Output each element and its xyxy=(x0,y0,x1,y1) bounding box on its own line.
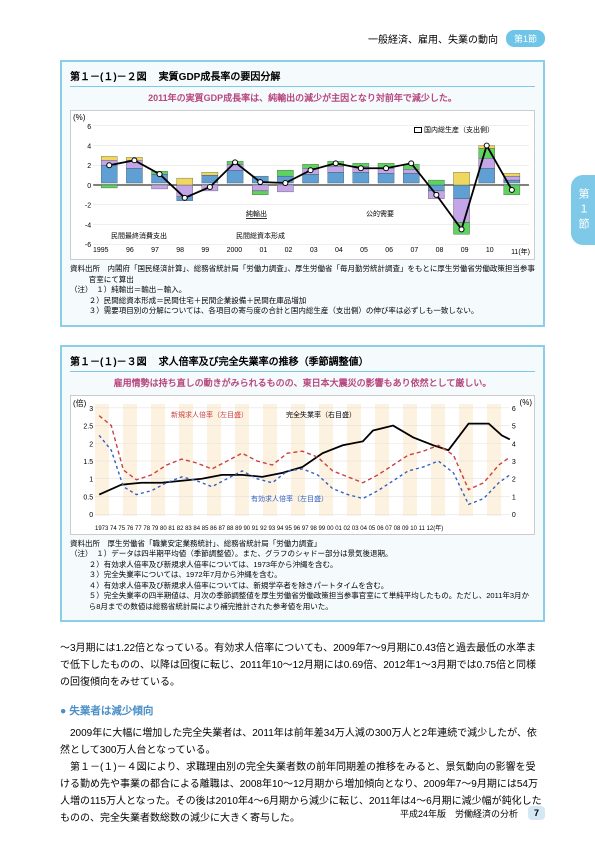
fig2-number: 第１－(１)－３図 xyxy=(70,353,147,368)
fig2-xrange: 1973 74 75 76 77 78 79 80 81 82 83 84 85… xyxy=(95,523,510,532)
figure-2-box: 第１－(１)－３図 求人倍率及び完全失業率の推移（季節調整値） 雇用情勢は持ち直… xyxy=(60,345,545,623)
page-number: 7 xyxy=(528,806,545,820)
fig1-xlabels: 19959697989920000102030405060708091011(年… xyxy=(93,247,530,257)
svg-text:3: 3 xyxy=(512,459,516,466)
leg-gdp: 国内総生産（支出側） xyxy=(424,125,494,135)
svg-text:2: 2 xyxy=(89,441,93,448)
svg-text:5: 5 xyxy=(512,423,516,430)
fig1-title: 実質GDP成長率の要因分解 xyxy=(159,68,281,83)
svg-text:0: 0 xyxy=(89,512,93,519)
side-tab: 第１節 xyxy=(571,175,595,245)
svg-text:4: 4 xyxy=(87,144,91,151)
svg-text:0.5: 0.5 xyxy=(83,494,93,501)
leg-new: 新規求人倍率（左目盛） xyxy=(171,410,248,420)
para-2: 2009年に大幅に増加した完全失業者は、2011年は前年差34万人減の300万人… xyxy=(60,725,545,759)
fig1-subtitle: 2011年の実質GDP成長率は、純輸出の減少が主因となり対前年で減少した。 xyxy=(70,91,535,104)
svg-text:-4: -4 xyxy=(85,222,91,229)
body-text: ～3月期には1.22倍となっている。有効求人倍率についても、2009年7～9月期… xyxy=(60,640,545,827)
svg-text:4: 4 xyxy=(512,441,516,448)
header-text: 一般経済、雇用、失業の動向 xyxy=(368,31,498,46)
fig2-subtitle: 雇用情勢は持ち直しの動きがみられるものの、東日本大震災の影響もあり依然として厳し… xyxy=(70,376,535,389)
leg-netexp: 純輸出 xyxy=(246,209,267,219)
svg-text:1: 1 xyxy=(512,494,516,501)
svg-text:-6: -6 xyxy=(85,242,91,249)
svg-text:0: 0 xyxy=(512,512,516,519)
leg-eff: 有効求人倍率（左目盛） xyxy=(251,494,328,504)
section-heading: 失業者は減少傾向 xyxy=(60,703,545,721)
fig2-notes: 資料出所 厚生労働省「職業安定業務統計」、総務省統計局「労働力調査」 （注） １… xyxy=(70,539,535,613)
svg-text:6: 6 xyxy=(87,124,91,131)
figure-1-box: 第１－(１)－２図 実質GDP成長率の要因分解 2011年の実質GDP成長率は、… xyxy=(60,60,545,327)
chapter-badge: 第1節 xyxy=(506,30,545,47)
svg-text:6: 6 xyxy=(512,405,516,412)
svg-text:3: 3 xyxy=(89,405,93,412)
fig1-number: 第１－(１)－２図 xyxy=(70,68,147,83)
fig2-chart: (倍) (%) 32.52 1.510.50 654 3210 xyxy=(70,395,535,535)
svg-text:2.5: 2.5 xyxy=(83,423,93,430)
leg-unemp: 完全失業率（右目盛） xyxy=(286,410,356,420)
leg-cap: 民間総資本形成 xyxy=(236,231,285,241)
svg-text:2: 2 xyxy=(87,163,91,170)
para-1: ～3月期には1.22倍となっている。有効求人倍率についても、2009年7～9月期… xyxy=(60,640,545,691)
leg-pub: 公的需要 xyxy=(366,209,394,219)
fig2-title: 求人倍率及び完全失業率の推移（季節調整値） xyxy=(159,353,369,368)
leg-cons: 民間最終消費支出 xyxy=(111,231,167,241)
svg-text:2: 2 xyxy=(512,476,516,483)
footer-text: 平成24年版 労働経済の分析 xyxy=(400,807,518,820)
svg-text:-2: -2 xyxy=(85,203,91,210)
y-unit: (%) xyxy=(73,113,85,122)
svg-text:0: 0 xyxy=(87,183,91,190)
fig1-notes: 資料出所 内閣府「国民経済計算」、総務省統計局「労働力調査」、厚生労働省「毎月勤… xyxy=(70,264,535,317)
svg-text:1: 1 xyxy=(89,476,93,483)
svg-text:1.5: 1.5 xyxy=(83,459,93,466)
fig1-chart: (%) 6 4 2 0 -2 -4 -6 xyxy=(70,110,535,260)
